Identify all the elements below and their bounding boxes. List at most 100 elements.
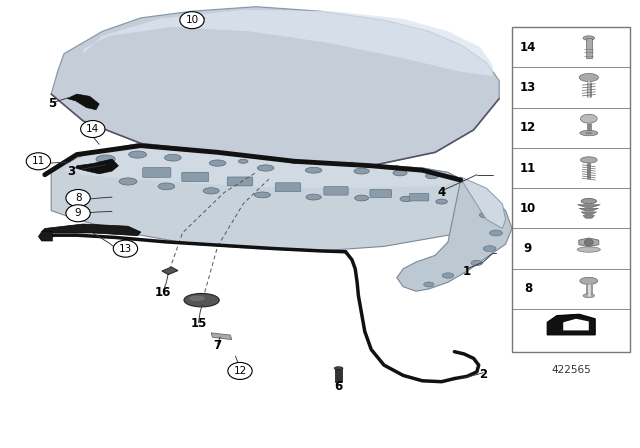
Ellipse shape	[580, 114, 597, 123]
Ellipse shape	[490, 230, 502, 236]
Circle shape	[228, 362, 252, 379]
Ellipse shape	[395, 166, 399, 168]
Ellipse shape	[354, 168, 369, 174]
Text: 11: 11	[520, 161, 536, 175]
Ellipse shape	[355, 195, 369, 201]
Ellipse shape	[426, 173, 438, 179]
Text: 13: 13	[520, 81, 536, 94]
Text: 12: 12	[520, 121, 536, 134]
Text: 13: 13	[119, 244, 132, 254]
Polygon shape	[577, 205, 600, 207]
Ellipse shape	[291, 161, 298, 164]
Ellipse shape	[442, 273, 454, 278]
Ellipse shape	[583, 36, 595, 40]
Text: 6: 6	[334, 379, 342, 393]
Ellipse shape	[471, 260, 483, 266]
Text: 11: 11	[32, 156, 45, 166]
Polygon shape	[563, 319, 589, 331]
Ellipse shape	[479, 212, 493, 218]
Polygon shape	[38, 232, 52, 241]
Circle shape	[66, 190, 90, 207]
Ellipse shape	[254, 192, 270, 198]
FancyBboxPatch shape	[324, 186, 348, 195]
Ellipse shape	[583, 294, 595, 298]
FancyBboxPatch shape	[370, 190, 392, 198]
FancyBboxPatch shape	[227, 177, 253, 186]
Ellipse shape	[238, 159, 248, 164]
Text: 9: 9	[75, 208, 81, 218]
Text: 422565: 422565	[551, 365, 591, 375]
Text: 14: 14	[86, 124, 99, 134]
Polygon shape	[583, 215, 595, 218]
Text: 2: 2	[479, 368, 487, 382]
Polygon shape	[579, 238, 599, 247]
Ellipse shape	[393, 170, 407, 176]
Text: 14: 14	[520, 40, 536, 54]
Ellipse shape	[96, 155, 115, 163]
Ellipse shape	[158, 183, 175, 190]
Text: 10: 10	[186, 15, 198, 25]
Text: 8: 8	[75, 193, 81, 203]
Polygon shape	[581, 212, 596, 215]
Ellipse shape	[305, 168, 322, 173]
Circle shape	[66, 205, 90, 222]
Text: 4: 4	[438, 185, 445, 199]
Ellipse shape	[164, 154, 181, 161]
Ellipse shape	[580, 157, 597, 163]
Circle shape	[584, 239, 593, 246]
Ellipse shape	[306, 194, 321, 200]
Ellipse shape	[209, 160, 226, 166]
Text: 9: 9	[524, 242, 532, 255]
Polygon shape	[51, 143, 461, 184]
Ellipse shape	[349, 162, 355, 165]
Text: 1: 1	[463, 264, 471, 278]
Text: 16: 16	[155, 286, 172, 300]
Bar	[512, 27, 630, 352]
Ellipse shape	[119, 178, 137, 185]
Polygon shape	[67, 94, 99, 110]
FancyBboxPatch shape	[143, 168, 171, 177]
Ellipse shape	[129, 151, 147, 158]
Ellipse shape	[483, 246, 496, 252]
Ellipse shape	[579, 73, 598, 82]
Text: 3: 3	[68, 164, 76, 178]
FancyBboxPatch shape	[182, 172, 209, 182]
Polygon shape	[64, 147, 454, 188]
Circle shape	[180, 12, 204, 29]
Polygon shape	[211, 333, 232, 340]
FancyBboxPatch shape	[275, 183, 301, 192]
Ellipse shape	[400, 196, 413, 202]
Ellipse shape	[424, 282, 434, 287]
Ellipse shape	[580, 130, 598, 136]
Ellipse shape	[580, 277, 598, 284]
Text: 12: 12	[234, 366, 246, 376]
Circle shape	[26, 153, 51, 170]
Circle shape	[81, 121, 105, 138]
Polygon shape	[547, 314, 595, 335]
Ellipse shape	[204, 188, 219, 194]
Polygon shape	[42, 224, 141, 236]
Bar	[335, 368, 342, 382]
Circle shape	[113, 240, 138, 257]
Text: 10: 10	[520, 202, 536, 215]
Text: 8: 8	[524, 282, 532, 296]
Text: 7: 7	[214, 339, 221, 353]
Text: 15: 15	[190, 317, 207, 330]
Polygon shape	[83, 10, 493, 76]
Ellipse shape	[436, 199, 447, 204]
Polygon shape	[51, 7, 499, 170]
Ellipse shape	[577, 247, 600, 252]
Polygon shape	[461, 177, 506, 228]
Polygon shape	[51, 143, 461, 251]
Ellipse shape	[257, 165, 274, 171]
Ellipse shape	[581, 198, 596, 204]
Ellipse shape	[334, 366, 343, 370]
Ellipse shape	[189, 296, 205, 301]
Polygon shape	[76, 159, 118, 174]
Ellipse shape	[184, 293, 219, 307]
Polygon shape	[397, 179, 512, 291]
FancyBboxPatch shape	[410, 193, 429, 201]
Ellipse shape	[585, 132, 593, 134]
Bar	[586, 38, 592, 58]
Text: 5: 5	[49, 96, 56, 110]
